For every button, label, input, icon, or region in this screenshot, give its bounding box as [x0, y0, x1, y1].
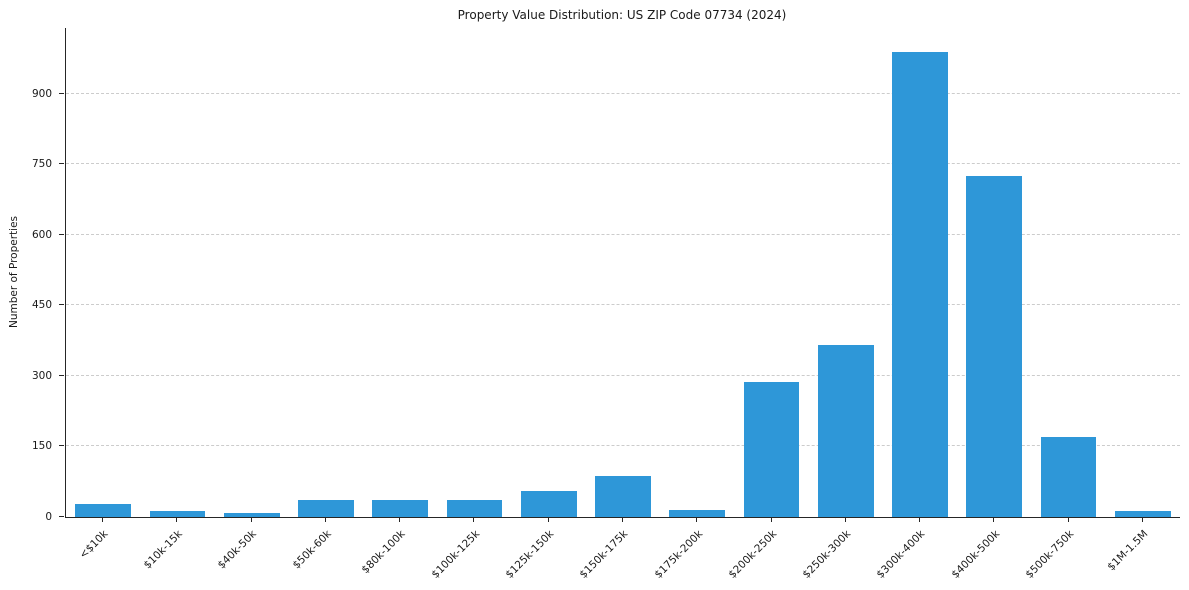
x-tick-mark	[1067, 517, 1069, 522]
y-tick-mark	[59, 445, 64, 447]
x-tick-label: $150k-175k	[577, 528, 631, 581]
chart-title: Property Value Distribution: US ZIP Code…	[457, 8, 787, 22]
y-axis: 0 150 300 450 600 750 900	[0, 28, 64, 523]
bar	[1040, 437, 1097, 517]
x-tick-mark	[102, 517, 104, 522]
bar	[149, 511, 206, 517]
y-tick-mark	[59, 163, 64, 165]
plot-area	[65, 28, 1180, 518]
bar	[817, 345, 874, 517]
x-tick-label: $80k-100k	[359, 528, 408, 577]
bar	[595, 475, 651, 517]
gridline	[66, 233, 1180, 235]
bar	[966, 176, 1023, 517]
x-tick-mark	[473, 517, 475, 522]
gridline	[66, 304, 1180, 306]
bar	[520, 491, 577, 517]
x-tick-mark	[919, 517, 921, 522]
x-tick-mark	[622, 517, 623, 522]
x-tick-label: $500k-750k	[1023, 528, 1077, 581]
gridline	[66, 92, 1180, 94]
y-tick-mark	[59, 374, 64, 376]
x-tick-mark	[696, 517, 698, 522]
x-tick-label: $250k-300k	[800, 528, 854, 581]
bar	[372, 500, 429, 517]
x-tick-mark	[1141, 517, 1143, 522]
y-tick-mark	[59, 304, 64, 306]
gridline	[66, 374, 1180, 376]
gridline	[66, 163, 1180, 165]
y-tick-label: 150	[31, 440, 52, 453]
x-axis: <$10k $10k-15k $40k-50k $50k-60k $80k-100k $1…	[65, 517, 1179, 590]
y-tick-label: 600	[31, 228, 52, 241]
x-tick-mark	[176, 517, 178, 522]
x-tick-mark	[324, 517, 326, 522]
x-tick-label: $125k-150k	[503, 528, 557, 581]
bar	[892, 51, 948, 517]
x-tick-label: $40k-50k	[215, 528, 260, 572]
x-tick-label: $175k-200k	[651, 528, 705, 581]
bar	[223, 513, 280, 517]
x-tick-label: $200k-250k	[726, 528, 780, 581]
y-tick-mark	[59, 516, 64, 517]
x-tick-label: $50k-60k	[290, 528, 334, 572]
y-tick-label: 750	[31, 158, 52, 171]
x-tick-label: $400k-500k	[948, 528, 1002, 581]
x-tick-mark	[993, 517, 995, 522]
x-tick-mark	[770, 517, 772, 522]
x-tick-label: $1M-1.5M	[1105, 528, 1151, 574]
x-tick-label: $10k-15k	[141, 528, 185, 572]
bar	[446, 500, 503, 517]
x-tick-mark	[547, 517, 549, 522]
bar	[669, 509, 726, 517]
bar	[298, 500, 354, 517]
y-tick-label: 0	[45, 511, 52, 523]
x-tick-label: $300k-400k	[874, 528, 928, 581]
y-tick-label: 450	[31, 299, 52, 312]
x-tick-label: <$10k	[77, 528, 111, 562]
bar	[743, 382, 800, 517]
x-tick-mark	[844, 517, 846, 522]
gridline	[66, 445, 1180, 447]
y-tick-label: 900	[31, 87, 52, 100]
bar	[1115, 511, 1171, 517]
y-tick-label: 300	[31, 369, 52, 382]
x-tick-mark	[399, 517, 401, 522]
y-tick-mark	[59, 92, 64, 94]
x-tick-label: $100k-125k	[429, 528, 482, 581]
x-tick-mark	[250, 517, 252, 522]
y-tick-mark	[59, 233, 64, 235]
bar	[75, 503, 131, 517]
